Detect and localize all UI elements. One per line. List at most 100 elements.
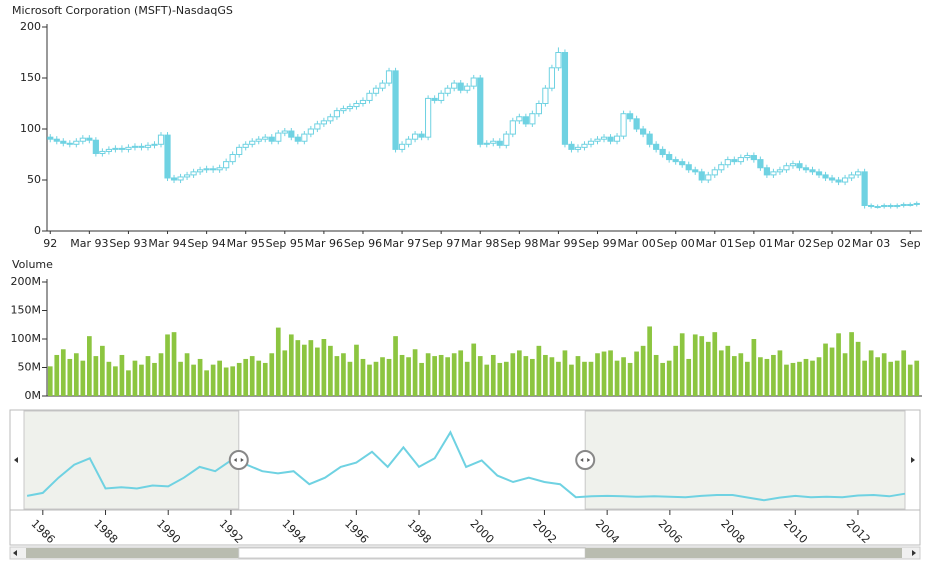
volume-bar <box>269 353 275 396</box>
candle-body <box>802 167 810 171</box>
volume-bar <box>510 353 516 396</box>
candle-body <box>255 138 262 142</box>
volume-bar <box>373 361 379 396</box>
handle-arrow <box>233 458 237 462</box>
candle-body <box>457 82 464 91</box>
volume-bar <box>692 334 698 396</box>
volume-bar <box>725 345 731 396</box>
candle-body <box>796 163 803 169</box>
volume-bar <box>608 350 613 396</box>
candle-body <box>607 136 614 142</box>
x-tick-label: Mar 98 <box>461 237 499 250</box>
candle-body <box>268 136 275 142</box>
volume-bar <box>842 353 848 396</box>
volume-bar <box>288 334 294 396</box>
volume-bar <box>275 327 281 396</box>
volume-bar <box>132 360 138 396</box>
candle-body <box>750 155 757 161</box>
volume-bar <box>503 361 509 396</box>
scrollbar-right[interactable] <box>585 548 902 558</box>
y-tick-label: 100M <box>11 332 42 345</box>
volume-bar <box>660 362 666 396</box>
volume-bar <box>562 350 568 396</box>
candle-body <box>503 133 510 146</box>
candle-body <box>170 177 178 181</box>
volume-bar <box>204 370 209 396</box>
unselected-area <box>584 410 906 510</box>
navigator-right-arrow[interactable] <box>911 457 915 463</box>
x-tick-label: Sep 96 <box>344 237 382 250</box>
candle-body <box>640 128 647 135</box>
volume-bar <box>80 360 86 396</box>
candle-body <box>744 155 751 159</box>
volume-bar <box>751 339 757 396</box>
scrollbar-thumb[interactable] <box>238 547 586 559</box>
candle-body <box>327 116 334 122</box>
navigator-left-arrow[interactable] <box>14 457 18 463</box>
candle-body <box>340 108 347 112</box>
candle-body <box>99 150 106 154</box>
x-tick-label: Sep 95 <box>266 237 304 250</box>
candle-body <box>626 113 634 120</box>
volume-bar <box>549 357 555 396</box>
x-tick-label: Sep 98 <box>500 237 538 250</box>
x-tick-label: Sep 01 <box>735 237 773 250</box>
volume-bar <box>556 361 561 396</box>
candle-body <box>809 169 816 173</box>
volume-bar <box>393 336 398 396</box>
scroll-left-arrow[interactable] <box>13 550 17 556</box>
range-handle[interactable] <box>228 450 249 470</box>
scrollbar-left[interactable] <box>26 548 239 558</box>
x-tick-label: Sep 93 <box>109 237 147 250</box>
candle-body <box>672 159 679 163</box>
candle-body <box>210 168 217 171</box>
volume-bar <box>67 358 73 396</box>
volume-bar <box>282 350 288 396</box>
candle-body <box>711 169 718 176</box>
candle-body <box>183 174 191 178</box>
scroll-right-arrow[interactable] <box>912 550 916 556</box>
candle-body <box>431 97 438 101</box>
candle-body <box>685 164 692 171</box>
candle-body <box>249 140 256 145</box>
chart-title: Microsoft Corporation (MSFT)-NasdaqGS <box>12 4 233 17</box>
candle-body <box>411 133 419 140</box>
volume-bar <box>249 356 255 396</box>
volume-bar <box>758 357 763 396</box>
handle-arrow <box>580 458 584 462</box>
volume-bar <box>875 357 880 396</box>
volume-bar <box>497 362 503 396</box>
candle-body <box>835 179 842 183</box>
y-tick-label: 150 <box>20 71 41 84</box>
volume-bar <box>315 347 320 396</box>
volume-bar <box>712 332 718 396</box>
y-tick-label: 100 <box>20 122 41 135</box>
range-handle[interactable] <box>575 450 596 470</box>
volume-bar <box>145 356 151 396</box>
volume-bar <box>87 336 92 396</box>
candle-body <box>653 143 660 150</box>
volume-bar <box>152 362 157 396</box>
volume-bar <box>516 350 522 396</box>
candle-body <box>314 123 321 130</box>
candle-body <box>157 134 165 145</box>
candle-body <box>451 82 458 89</box>
volume-bar <box>490 354 496 396</box>
candle-body <box>776 169 784 173</box>
candle-body <box>444 87 451 94</box>
volume-bar <box>106 361 112 396</box>
x-tick-label: Sep 99 <box>578 237 616 250</box>
volume-bar <box>816 357 822 396</box>
volume-bar <box>54 354 60 396</box>
candle-body <box>815 171 823 176</box>
y-tick-label: 0 <box>34 224 41 237</box>
volume-bar <box>803 358 809 396</box>
volume-bar <box>178 361 183 396</box>
y-tick-label: 50M <box>18 361 42 374</box>
candle-body <box>307 128 314 135</box>
candle-body <box>555 52 562 69</box>
candle-body <box>522 116 529 125</box>
candle-body <box>112 147 119 150</box>
candle-body <box>131 145 139 148</box>
candle-body <box>679 161 686 166</box>
